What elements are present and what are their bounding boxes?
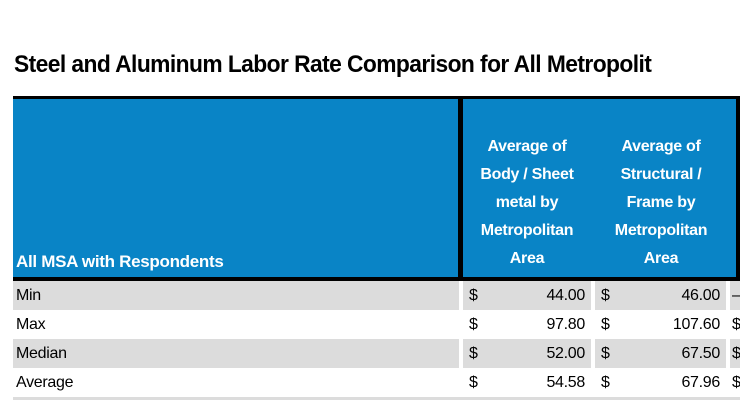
table-row-median: Median $ 52.00 $ 67.50 $	[13, 339, 740, 368]
next-row-sliver	[13, 397, 740, 400]
currency-symbol: $	[601, 373, 610, 391]
cell-cutoff-column: $	[730, 310, 740, 339]
currency-symbol: $	[469, 286, 478, 304]
cell-structural-frame: $ 107.60	[595, 310, 726, 339]
cell-value: 107.60	[672, 315, 720, 333]
column-header-line: metal by	[495, 194, 559, 211]
cell-gap	[459, 310, 463, 339]
currency-symbol: $	[469, 344, 478, 362]
column-header-structural-frame: Average of Structural / Frame by Metropo…	[595, 133, 727, 273]
header-group-divider-right	[736, 99, 740, 277]
column-header-line: Metropolitan	[614, 222, 708, 239]
cell-cutoff-column: –	[730, 281, 740, 310]
cell-cutoff-column: $	[730, 368, 740, 397]
cell-body-sheet-metal: $ 54.58	[463, 368, 591, 397]
cell-value: 97.80	[546, 315, 585, 333]
column-header-line: Structural /	[620, 166, 702, 183]
cell-partial-value: –	[732, 286, 740, 304]
column-header-line: Area	[509, 250, 545, 267]
cell-partial-value: $	[732, 315, 740, 333]
currency-symbol: $	[601, 286, 610, 304]
row-label: Average	[16, 373, 74, 391]
cell-partial-value: $	[732, 373, 740, 391]
cell-value: 46.00	[681, 286, 720, 304]
column-header-line: Frame by	[626, 194, 696, 211]
column-header-line: Metropolitan	[480, 222, 574, 239]
cell-body-sheet-metal: $ 44.00	[463, 281, 591, 310]
cell-value: 67.96	[681, 373, 720, 391]
cell-gap	[726, 310, 730, 339]
cell-cutoff-column: $	[730, 339, 740, 368]
cell-gap	[459, 281, 463, 310]
cell-gap	[591, 281, 595, 310]
table-row-max: Max $ 97.80 $ 107.60 $	[13, 310, 740, 339]
cell-value: 44.00	[546, 286, 585, 304]
currency-symbol: $	[601, 315, 610, 333]
header-group-divider-left	[458, 99, 463, 277]
currency-symbol: $	[469, 315, 478, 333]
column-header-line: Average of	[621, 138, 701, 155]
cell-value: 54.58	[546, 373, 585, 391]
cell-gap	[459, 339, 463, 368]
table-header: All MSA with Respondents Average of Body…	[13, 99, 740, 277]
cell-partial-value: $	[732, 344, 740, 362]
column-header-body-sheet-metal: Average of Body / Sheet metal by Metropo…	[462, 133, 592, 273]
column-header-line: Body / Sheet	[480, 166, 574, 183]
cell-structural-frame: $ 46.00	[595, 281, 726, 310]
cell-structural-frame: $ 67.96	[595, 368, 726, 397]
column-header-line: Average of	[487, 138, 567, 155]
page-title: Steel and Aluminum Labor Rate Comparison…	[14, 51, 652, 78]
cell-gap	[591, 310, 595, 339]
table-body: Min $ 44.00 $ 46.00 – Max $ 97.80	[13, 281, 740, 397]
table-top-border	[13, 96, 740, 99]
cell-gap	[459, 368, 463, 397]
currency-symbol: $	[601, 344, 610, 362]
cell-body-sheet-metal: $ 52.00	[463, 339, 591, 368]
cell-gap	[726, 339, 730, 368]
column-header-line: Area	[643, 250, 679, 267]
table-row-min: Min $ 44.00 $ 46.00 –	[13, 281, 740, 310]
cell-gap	[726, 281, 730, 310]
cell-body-sheet-metal: $ 97.80	[463, 310, 591, 339]
row-header-label: All MSA with Respondents	[16, 252, 224, 271]
table-header-bottom-border	[13, 277, 740, 281]
currency-symbol: $	[469, 373, 478, 391]
row-label: Median	[16, 344, 67, 362]
table-row-average: Average $ 54.58 $ 67.96 $	[13, 368, 740, 397]
row-label: Min	[16, 286, 41, 304]
cell-gap	[591, 368, 595, 397]
cell-gap	[591, 339, 595, 368]
cell-structural-frame: $ 67.50	[595, 339, 726, 368]
row-label: Max	[16, 315, 46, 333]
cell-gap	[726, 368, 730, 397]
cell-value: 67.50	[681, 344, 720, 362]
cell-value: 52.00	[546, 344, 585, 362]
